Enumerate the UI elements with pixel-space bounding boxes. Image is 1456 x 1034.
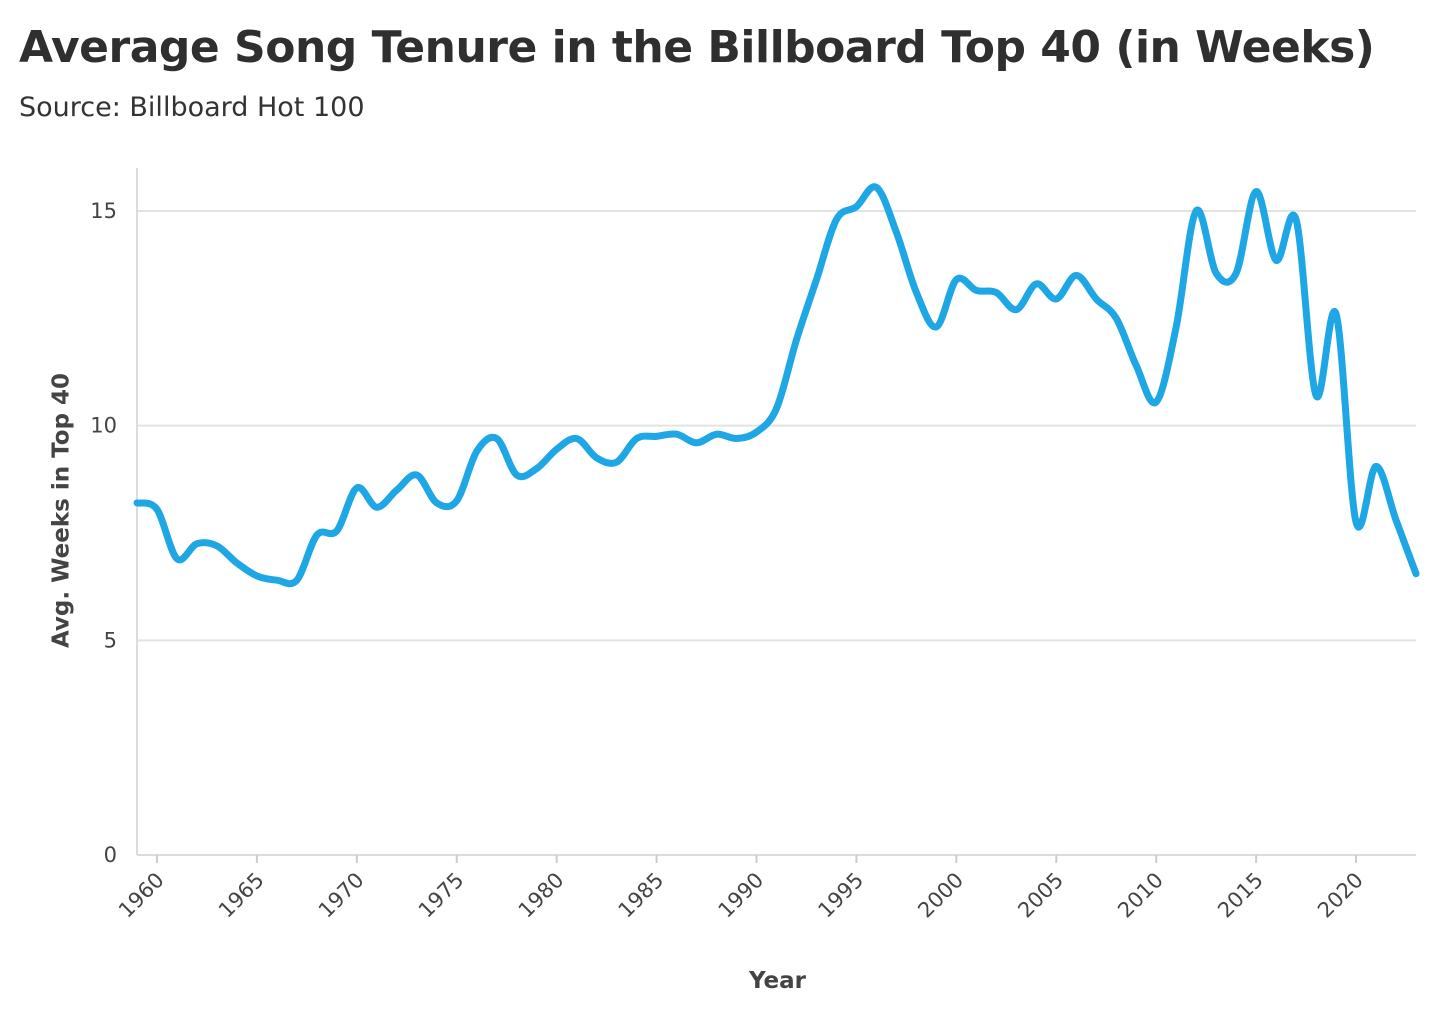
data-point [1093,296,1099,302]
data-point [594,455,600,461]
data-point [913,290,919,296]
x-tick-label: 1990 [714,868,769,923]
data-point [534,466,540,472]
data-point [993,290,999,296]
data-point [134,500,140,506]
grid-lines [137,209,1416,642]
data-point [793,337,799,343]
data-point [574,436,580,442]
data-point [1193,208,1199,214]
data-point [893,229,899,235]
data-point [314,532,320,538]
data-point [214,543,220,549]
series-layer [133,183,1420,588]
data-point [174,556,180,562]
data-point [694,440,700,446]
data-point [1393,517,1399,523]
data-point [234,560,240,566]
data-point [1053,296,1059,302]
x-tick-label: 2015 [1213,868,1268,923]
y-tick-label: 5 [104,628,117,652]
x-tick-label: 1960 [114,868,169,923]
data-point [554,446,560,452]
data-point [1153,399,1159,405]
axes [136,168,1416,863]
data-point [454,498,460,504]
x-axis-title: Year [748,968,807,994]
data-point [833,217,839,223]
data-point [1253,189,1259,195]
chart-title: Average Song Tenure in the Billboard Top… [19,22,1375,73]
data-point [1273,257,1279,263]
x-tick-label: 2005 [1013,868,1068,923]
data-point [254,573,260,579]
data-point [1353,519,1359,525]
data-point [414,472,420,478]
data-point [1013,307,1019,313]
data-point [514,472,520,478]
data-point [1033,281,1039,287]
data-point [614,459,620,465]
data-point [194,541,200,547]
data-point [1073,272,1079,278]
data-point [654,433,660,439]
data-point [1373,463,1379,469]
data-point [1213,270,1219,276]
data-point [1333,311,1339,317]
chart-subtitle: Source: Billboard Hot 100 [19,92,365,123]
data-point [813,277,819,283]
y-tick-label: 15 [90,199,117,223]
data-point [1413,571,1419,577]
data-point [394,487,400,493]
x-tick-label: 1965 [214,868,269,923]
y-tick-label: 10 [90,414,117,438]
data-point [674,431,680,437]
data-point [933,324,939,330]
x-tick-label: 2010 [1113,868,1168,923]
x-tick-label: 1970 [314,868,369,923]
x-tick-label: 2000 [913,868,968,923]
x-tick-label: 1980 [514,868,569,923]
data-point [334,528,340,534]
data-point [853,204,859,210]
x-tick-label: 2020 [1313,868,1368,923]
data-point [734,436,740,442]
data-point [973,287,979,293]
data-point [474,448,480,454]
data-point [274,577,280,583]
data-point [354,485,360,491]
data-point [1133,363,1139,369]
data-point [154,506,160,512]
data-point [953,277,959,283]
data-point [494,436,500,442]
data-point [1173,324,1179,330]
x-tick-label: 1995 [813,868,868,923]
data-point [294,577,300,583]
x-tick-label: 1975 [414,868,469,923]
data-point [374,504,380,510]
data-point [434,500,440,506]
series-line [133,183,1420,588]
data-point [1233,270,1239,276]
data-point [1293,217,1299,223]
y-axis-title: Avg. Weeks in Top 40 [49,373,75,648]
x-tick-label: 1985 [614,868,669,923]
data-point [714,431,720,437]
y-tick-label: 0 [104,843,117,867]
data-point [873,184,879,190]
data-point [634,436,640,442]
data-point [1313,393,1319,399]
data-point [754,429,760,435]
data-point [1113,315,1119,321]
data-point [774,405,780,411]
